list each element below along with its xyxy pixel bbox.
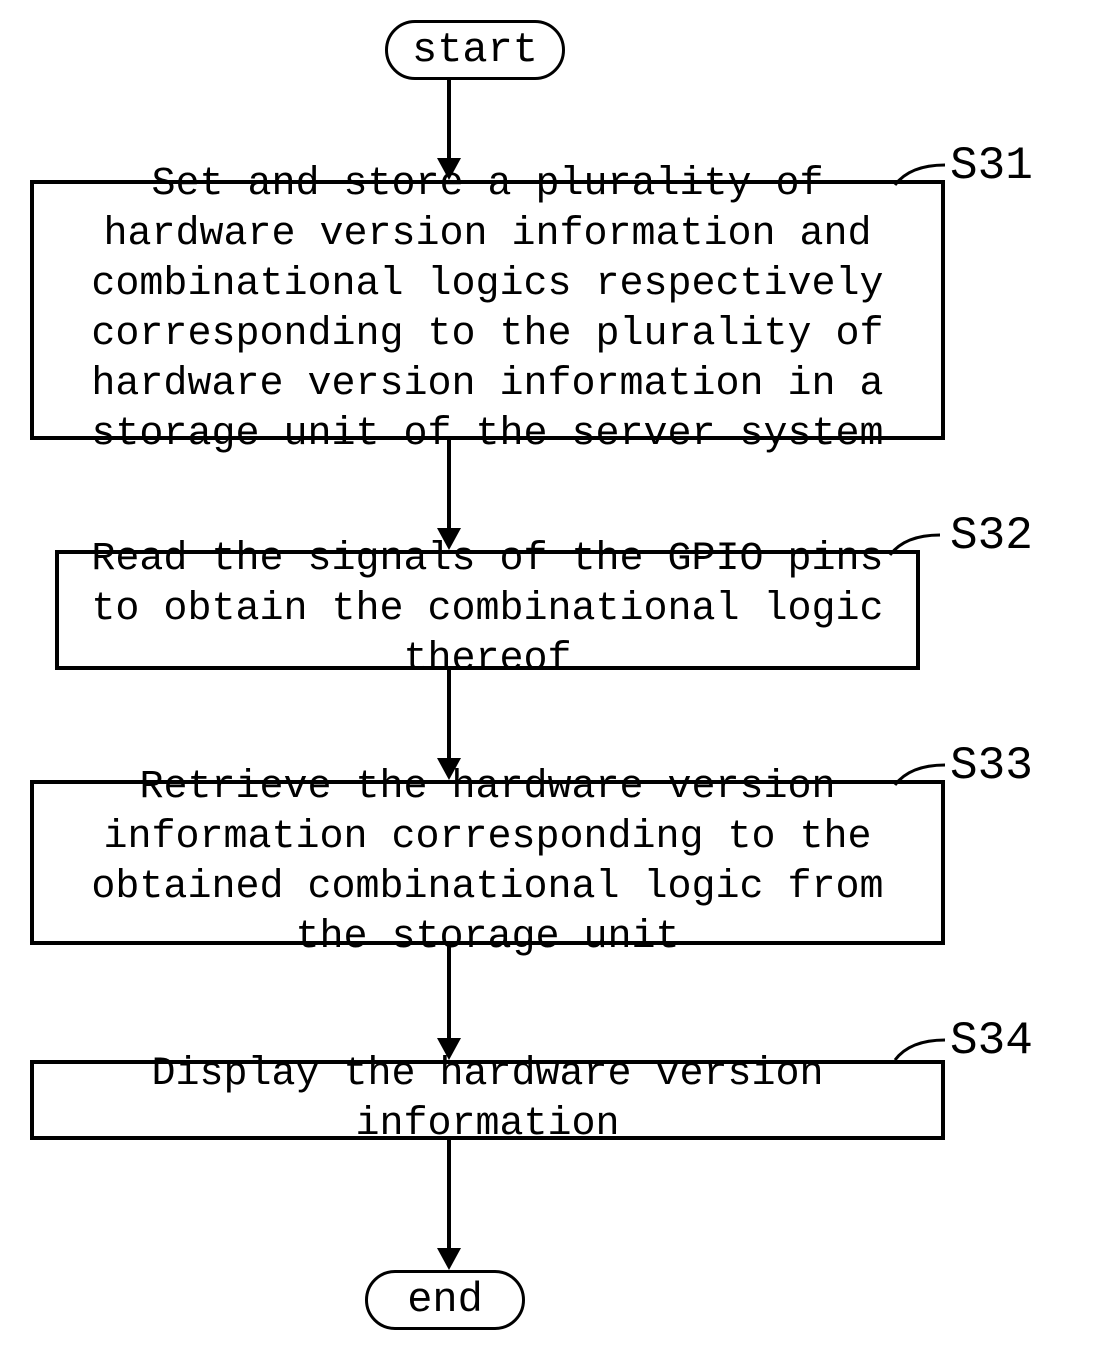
start-terminal: start — [385, 20, 565, 80]
end-terminal: end — [365, 1270, 525, 1330]
end-label: end — [407, 1276, 483, 1324]
arrow-line-2 — [447, 440, 451, 528]
label-s31: S31 — [950, 140, 1033, 192]
arrow-head-5 — [437, 1248, 461, 1270]
connector-s32 — [875, 530, 945, 565]
arrow-line-4 — [447, 945, 451, 1038]
s32-text: Read the signals of the GPIO pins to obt… — [73, 535, 902, 685]
arrow-line-5 — [447, 1140, 451, 1248]
label-s34: S34 — [950, 1015, 1033, 1067]
s33-text: Retrieve the hardware version informatio… — [48, 763, 927, 963]
process-s34: Display the hardware version information — [30, 1060, 945, 1140]
connector-s33 — [880, 760, 950, 795]
s34-text: Display the hardware version information — [48, 1050, 927, 1150]
process-s31: Set and store a plurality of hardware ve… — [30, 180, 945, 440]
connector-s31 — [880, 160, 950, 195]
label-s32: S32 — [950, 510, 1033, 562]
process-s32: Read the signals of the GPIO pins to obt… — [55, 550, 920, 670]
arrow-line-3 — [447, 670, 451, 758]
s31-text: Set and store a plurality of hardware ve… — [48, 160, 927, 460]
arrow-line-1 — [447, 80, 451, 158]
label-s33: S33 — [950, 740, 1033, 792]
start-label: start — [412, 26, 538, 74]
process-s33: Retrieve the hardware version informatio… — [30, 780, 945, 945]
connector-s34 — [880, 1035, 950, 1070]
flowchart-container: start Set and store a plurality of hardw… — [0, 0, 1113, 1370]
